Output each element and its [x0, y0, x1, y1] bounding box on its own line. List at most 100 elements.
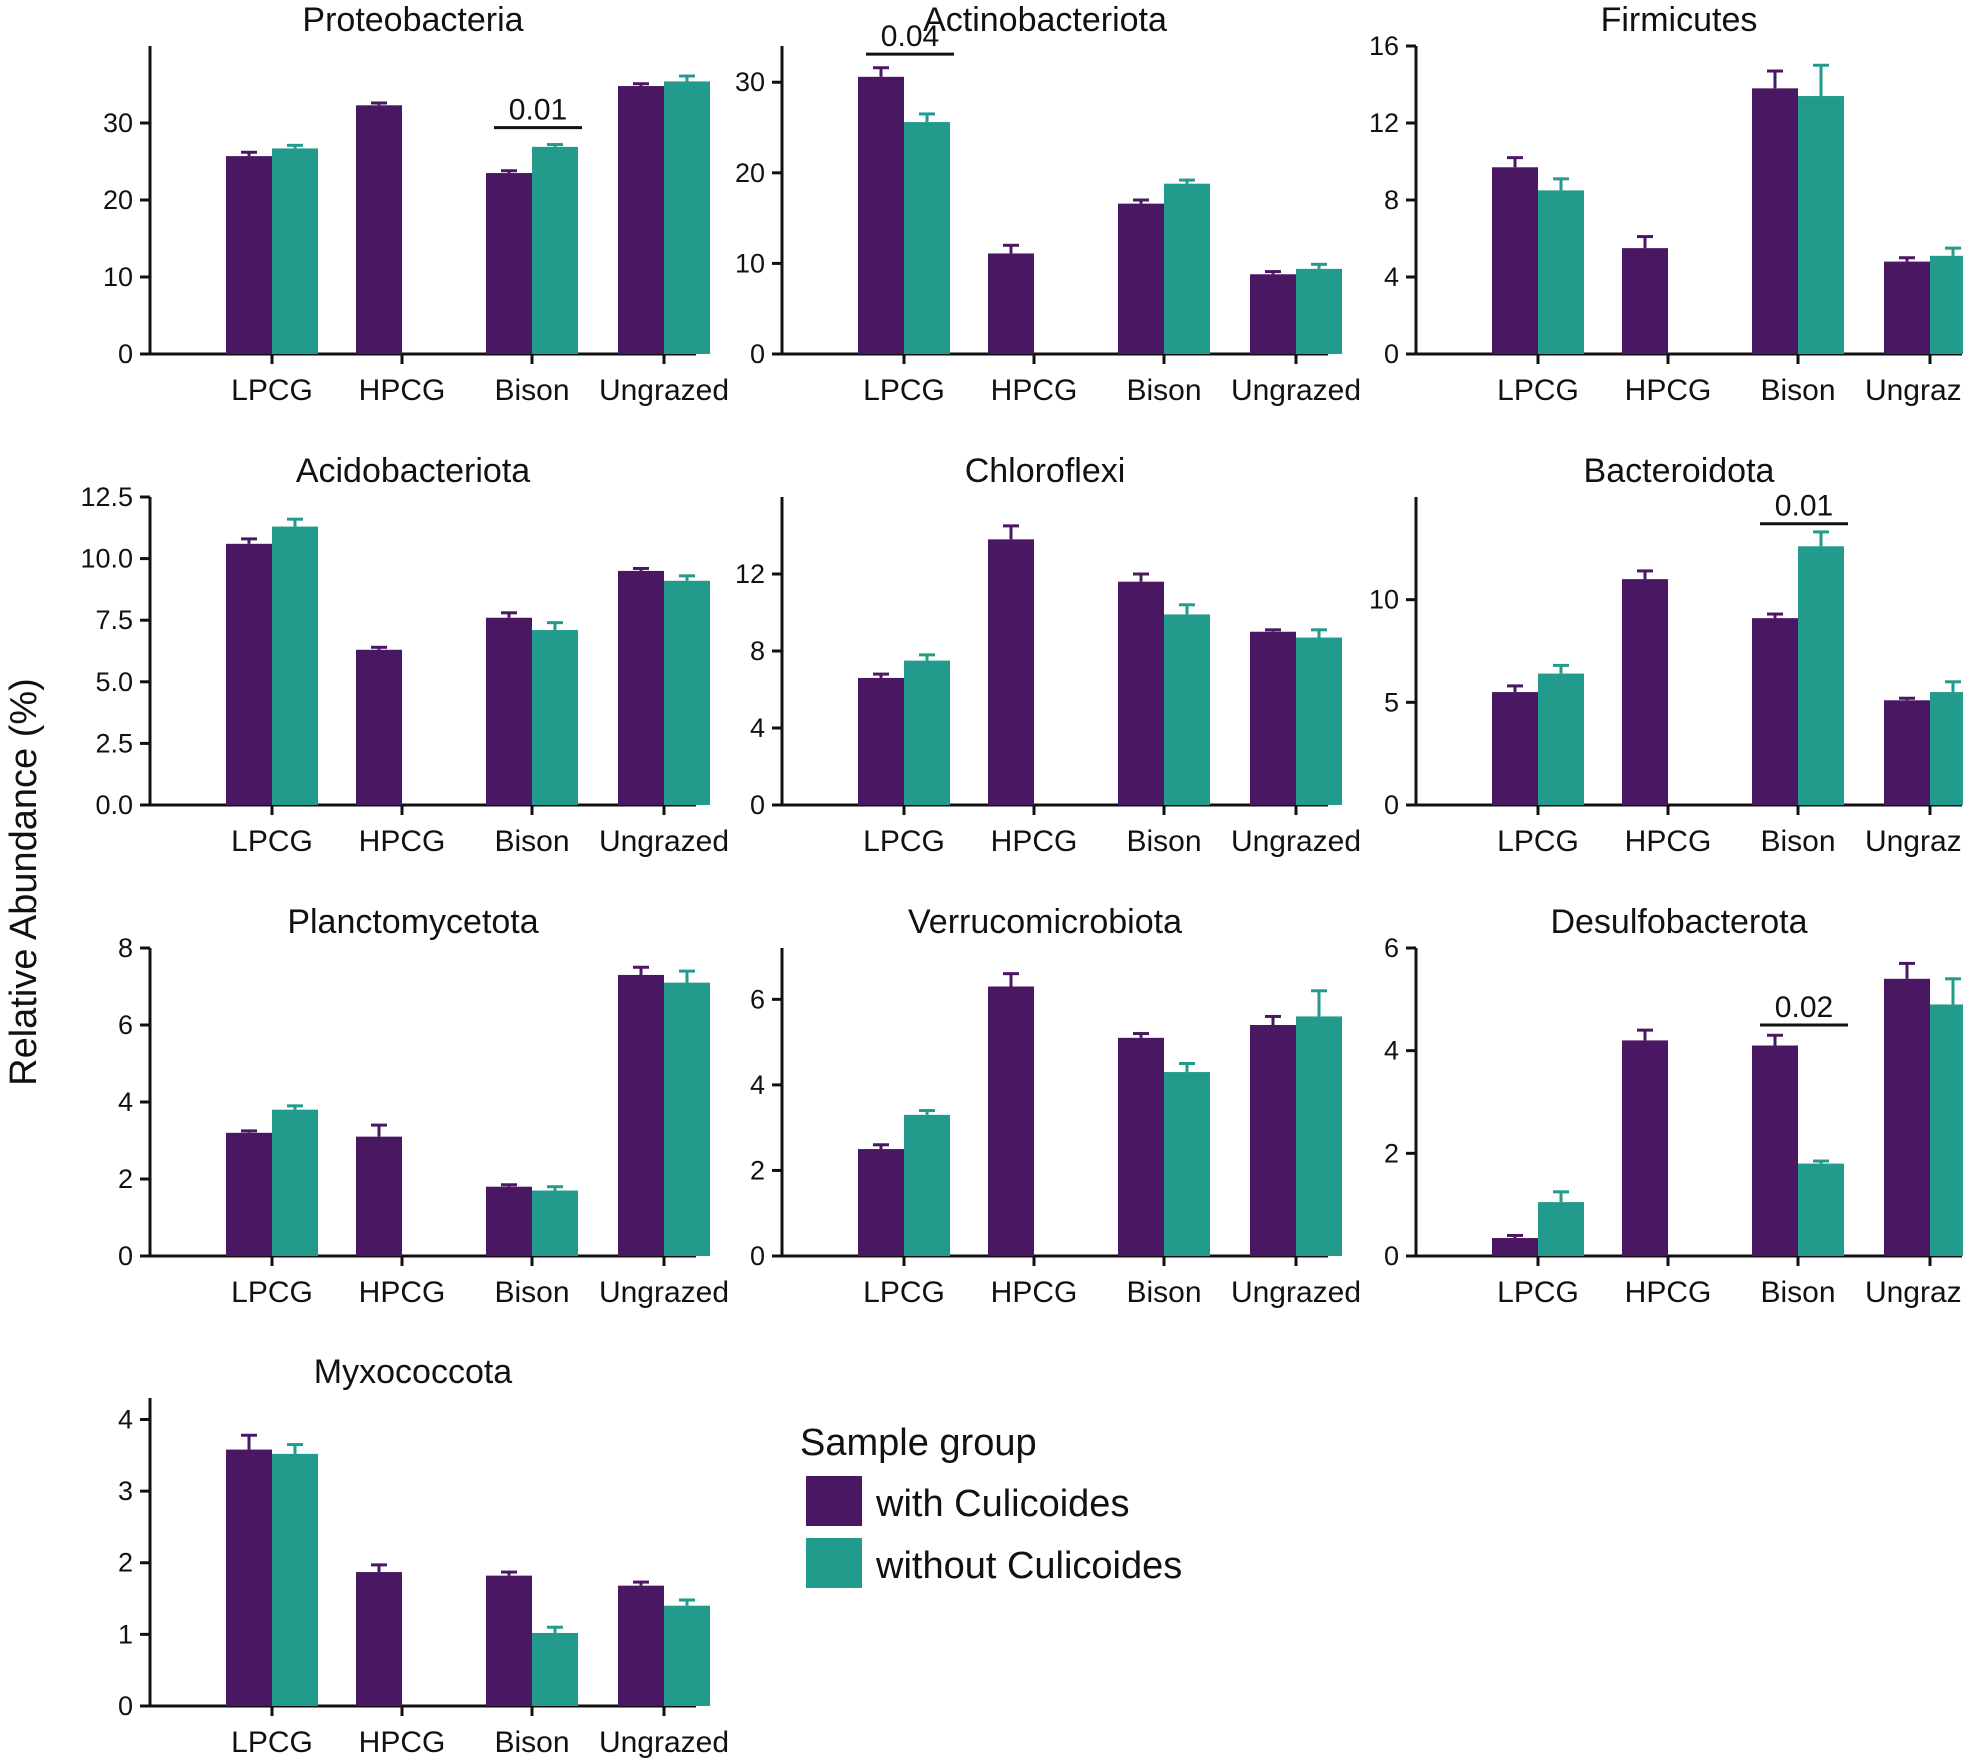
bar-bison-with [1752, 1045, 1798, 1256]
legend-swatch-without [806, 1538, 862, 1588]
panel-title: Acidobacteriota [296, 452, 530, 490]
x-tick-label-ungrazed: Ungrazed [1865, 1276, 1963, 1309]
bar-hpcg-with [1622, 1040, 1668, 1256]
x-tick-label-bison: Bison [494, 825, 569, 858]
x-tick-label-ungrazed: Ungrazed [599, 1276, 729, 1309]
y-tick-label: 4 [1384, 1036, 1399, 1066]
bar-lpcg-without [1538, 673, 1584, 805]
bar-bison-without [532, 1190, 578, 1256]
y-tick-label: 0 [1384, 1241, 1399, 1271]
bar-lpcg-without [904, 122, 950, 354]
bar-ungrazed-with [618, 86, 664, 354]
x-tick-label-hpcg: HPCG [359, 825, 446, 858]
x-tick-label-bison: Bison [494, 1276, 569, 1309]
y-tick-label: 2.5 [95, 728, 133, 758]
x-tick-label-lpcg: LPCG [231, 1276, 313, 1309]
significance-label: 0.01 [509, 94, 567, 127]
y-tick-label: 0.0 [95, 790, 133, 820]
bar-lpcg-without [272, 526, 318, 805]
bar-bison-with [486, 1186, 532, 1256]
bar-bison-with [1118, 1037, 1164, 1256]
panel-planctomycetota: Planctomycetota 0 2 4 6 8 LPCG HPCG Bison Ungraze… [118, 903, 729, 1309]
bar-ungrazed-without [1930, 1004, 1963, 1256]
y-tick-label: 12 [735, 559, 765, 589]
bar-lpcg-with [1492, 692, 1538, 805]
bar-hpcg-with [356, 1572, 402, 1706]
x-tick-label-lpcg: LPCG [1497, 825, 1579, 858]
panel-proteobacteria: Proteobacteria 0 10 20 30 LPCG HPCG Bison Ungraz… [103, 1, 729, 407]
y-tick-label: 10.0 [80, 544, 133, 574]
y-tick-label: 4 [750, 1070, 765, 1100]
x-tick-label-hpcg: HPCG [359, 374, 446, 407]
y-tick-label: 7.5 [95, 605, 133, 635]
bar-bison-with [486, 173, 532, 354]
panel-title: Verrucomicrobiota [908, 903, 1182, 941]
y-tick-label: 6 [750, 984, 765, 1014]
bar-bison-with [1118, 581, 1164, 805]
x-tick-label-ungrazed: Ungrazed [1231, 825, 1361, 858]
bar-ungrazed-with [618, 1585, 664, 1706]
bar-ungrazed-with [1884, 700, 1930, 805]
y-tick-label: 2 [1384, 1138, 1399, 1168]
bar-bison-with [1118, 203, 1164, 354]
y-tick-label: 4 [118, 1087, 133, 1117]
x-tick-label-ungrazed: Ungrazed [599, 1726, 729, 1759]
panel-title: Actinobacteriota [923, 1, 1167, 39]
y-tick-label: 10 [103, 262, 133, 292]
y-tick-label: 0 [750, 1241, 765, 1271]
bar-bison-without [1798, 1163, 1844, 1256]
y-tick-label: 20 [103, 185, 133, 215]
panel-firmicutes: Firmicutes 0 4 8 12 16 LPCG HPCG Bison Ungrazed [1369, 1, 1963, 407]
x-tick-label-hpcg: HPCG [991, 825, 1078, 858]
y-tick-label: 30 [735, 67, 765, 97]
y-tick-label: 0 [118, 339, 133, 369]
bar-bison-with [1752, 618, 1798, 805]
panel-title: Desulfobacterota [1550, 903, 1807, 941]
bar-lpcg-without [1538, 1202, 1584, 1256]
x-tick-label-hpcg: HPCG [1625, 1276, 1712, 1309]
x-tick-label-bison: Bison [1760, 1276, 1835, 1309]
bar-lpcg-without [904, 1114, 950, 1256]
bar-ungrazed-with [1250, 631, 1296, 805]
y-tick-label: 6 [1384, 933, 1399, 963]
bar-bison-without [532, 1632, 578, 1706]
x-tick-label-bison: Bison [1126, 374, 1201, 407]
x-tick-label-lpcg: LPCG [231, 1726, 313, 1759]
significance-label: 0.02 [1775, 991, 1833, 1024]
x-tick-label-bison: Bison [1760, 825, 1835, 858]
bar-lpcg-with [226, 543, 272, 805]
bar-lpcg-with [1492, 1238, 1538, 1256]
bar-ungrazed-without [664, 982, 710, 1256]
bar-bison-without [1798, 96, 1844, 355]
legend-label-with: with Culicoides [875, 1483, 1129, 1525]
bar-bison-without [1164, 183, 1210, 354]
bar-ungrazed-without [664, 1605, 710, 1706]
bar-lpcg-with [858, 1149, 904, 1256]
bar-ungrazed-without [1296, 268, 1342, 354]
significance-label: 0.04 [881, 20, 939, 53]
legend-title: Sample group [800, 1422, 1037, 1464]
y-tick-label: 8 [750, 636, 765, 666]
bar-hpcg-with [1622, 579, 1668, 805]
x-tick-label-ungrazed: Ungrazed [1865, 374, 1963, 407]
panel-title: Proteobacteria [302, 1, 523, 39]
panel-desulfobacterota: Desulfobacterota 0 2 4 6 LPCG HPCG Bison Ungraze… [1384, 903, 1963, 1309]
y-tick-label: 5 [1384, 687, 1399, 717]
y-tick-label: 0 [750, 790, 765, 820]
bar-lpcg-without [272, 148, 318, 354]
x-tick-label-hpcg: HPCG [359, 1276, 446, 1309]
bar-lpcg-without [1538, 190, 1584, 354]
y-axis-label: Relative Abundance (%) [3, 678, 45, 1086]
bar-hpcg-with [988, 253, 1034, 354]
x-tick-label-bison: Bison [1126, 825, 1201, 858]
bar-lpcg-with [1492, 167, 1538, 354]
y-tick-label: 10 [735, 248, 765, 278]
y-tick-label: 0 [118, 1241, 133, 1271]
panel-title: Bacteroidota [1584, 452, 1775, 490]
bar-hpcg-with [356, 649, 402, 805]
x-tick-label-bison: Bison [494, 374, 569, 407]
bar-bison-without [1164, 1072, 1210, 1256]
panel-verrucomicrobiota: Verrucomicrobiota 0 2 4 6 LPCG HPCG Bison Ungraz… [750, 903, 1361, 1309]
bar-bison-without [1164, 614, 1210, 805]
